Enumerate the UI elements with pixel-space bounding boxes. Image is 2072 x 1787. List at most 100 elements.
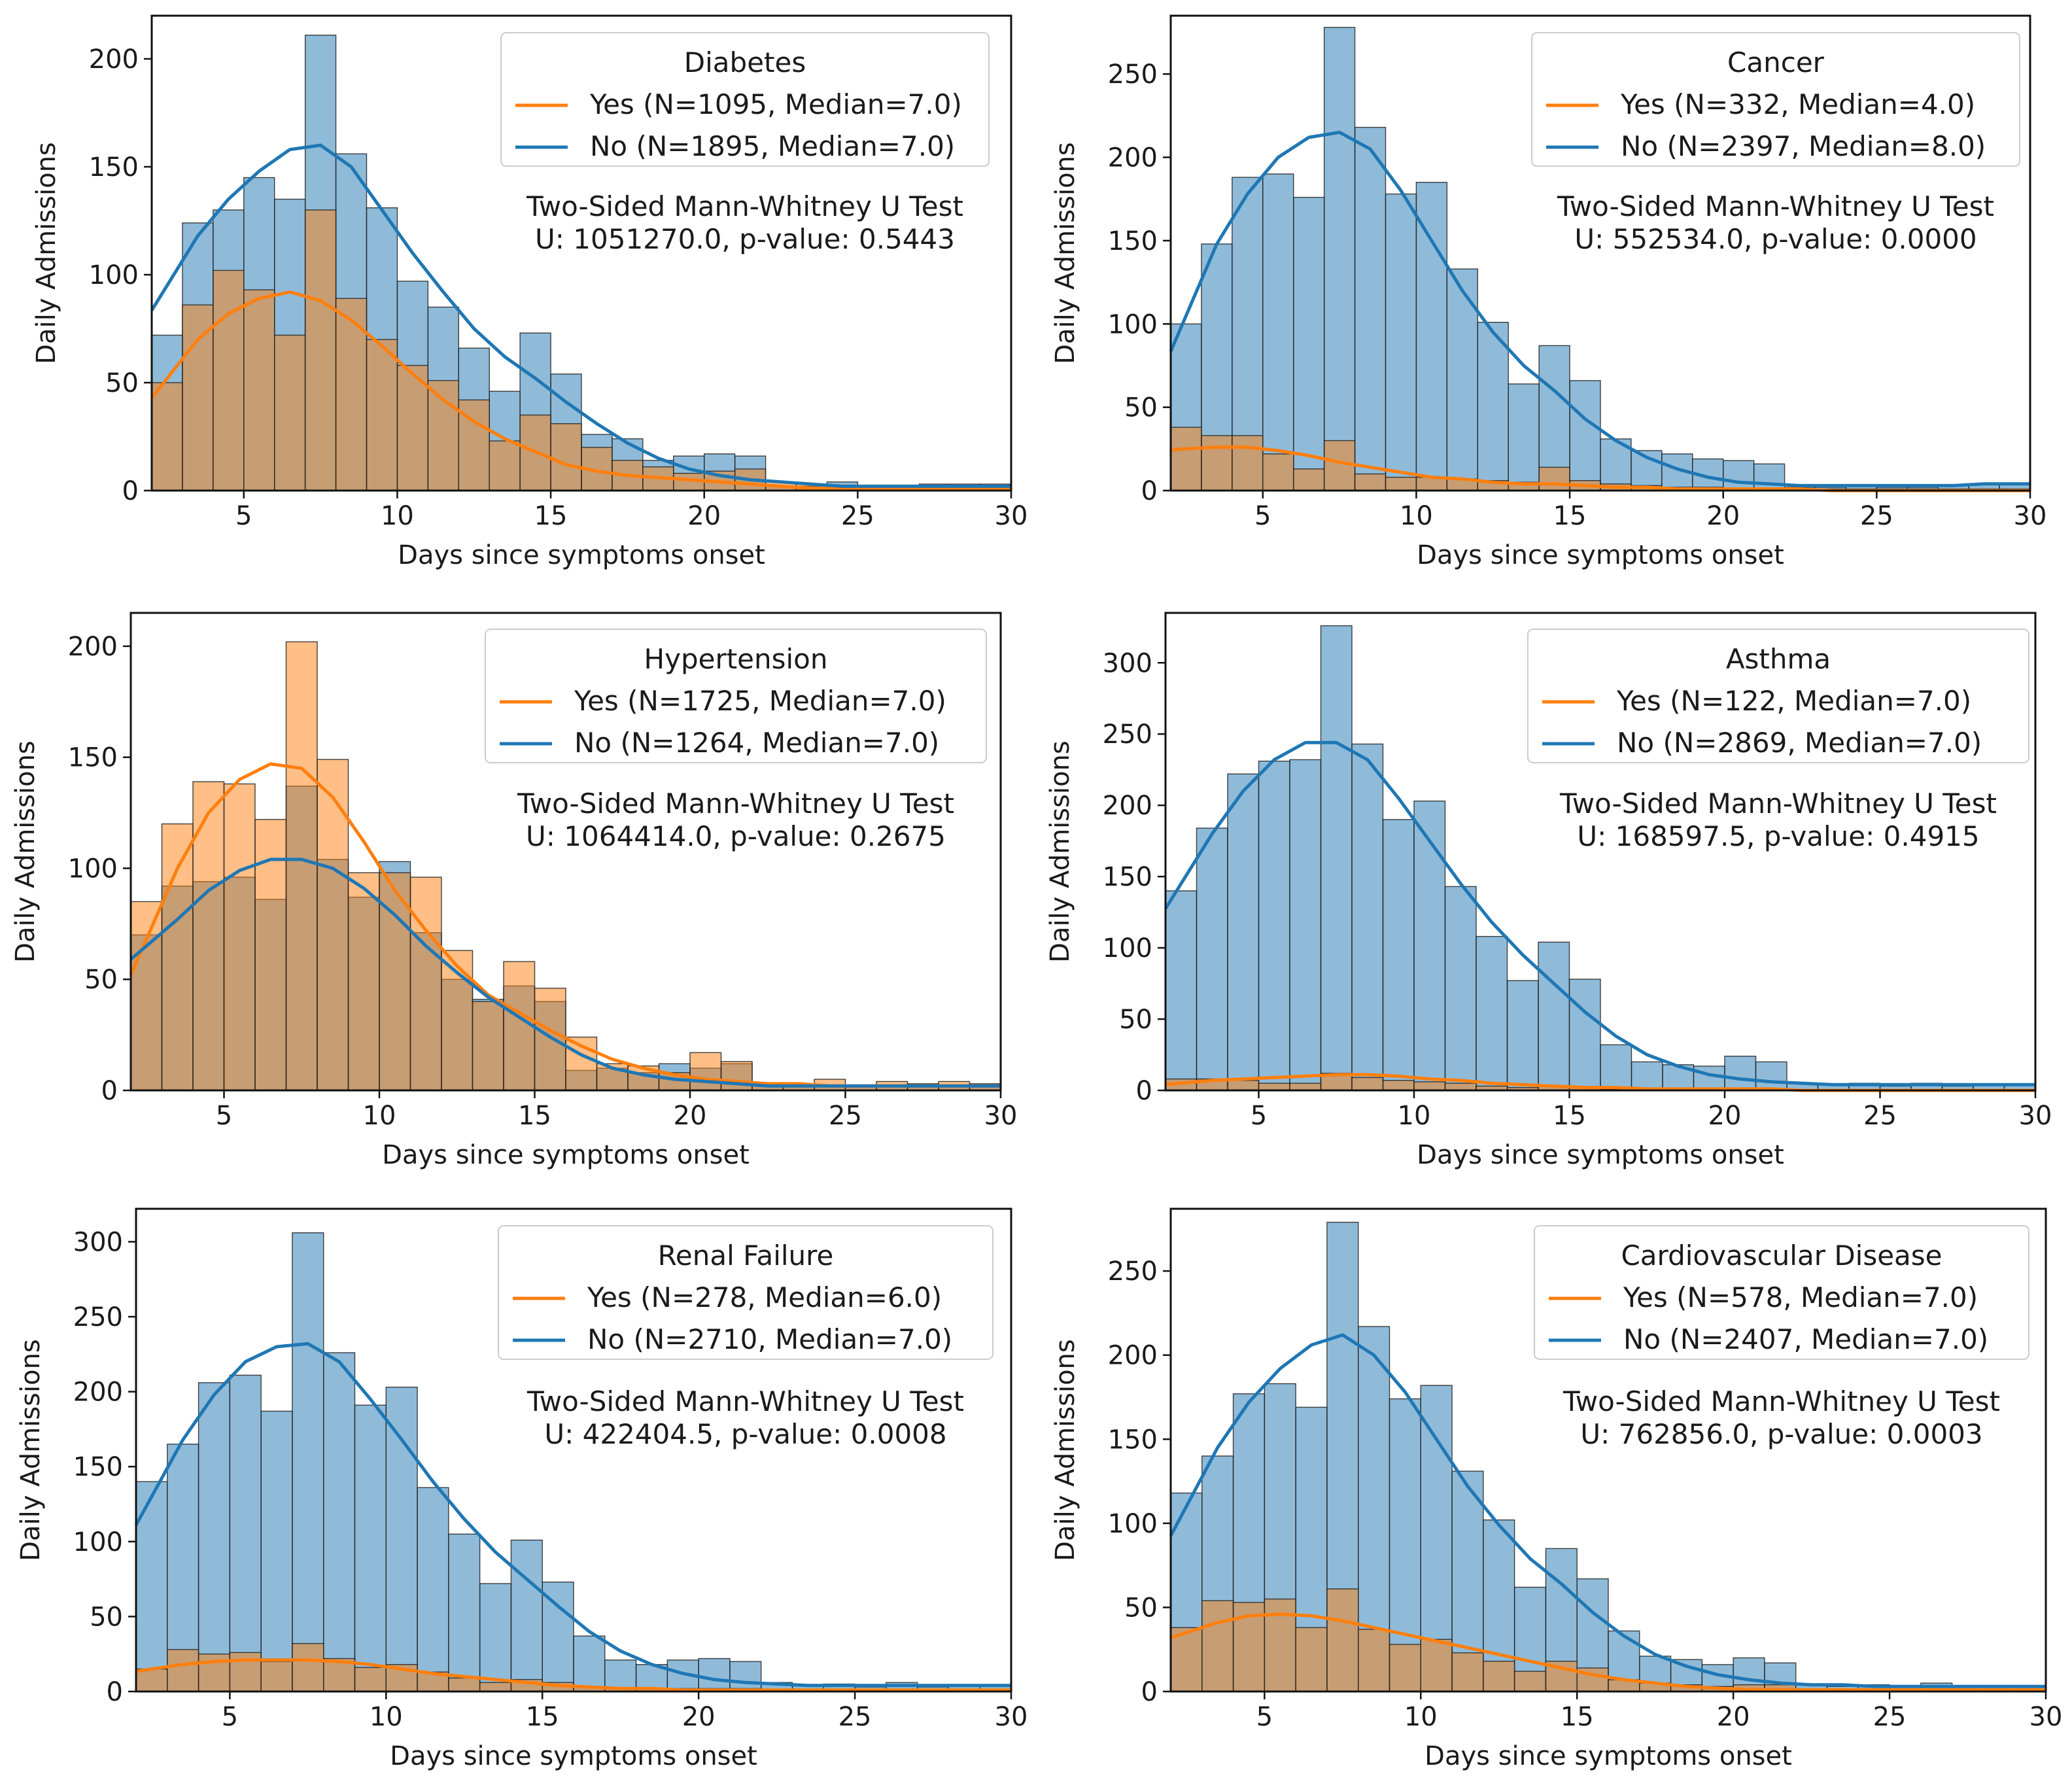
histogram-bar xyxy=(1444,886,1477,1091)
x-tick-label: 25 xyxy=(1873,1702,1907,1732)
histogram-bar xyxy=(1201,435,1233,491)
x-tick-label: 10 xyxy=(363,1101,396,1131)
legend-entry-label: Yes (N=1095, Median=7.0) xyxy=(589,88,962,120)
histogram-bar xyxy=(1413,800,1446,1091)
histogram-bar xyxy=(479,1682,512,1692)
y-tick-label: 50 xyxy=(105,368,139,398)
x-tick-label: 15 xyxy=(1553,1101,1586,1131)
histogram-bar xyxy=(1389,1398,1421,1692)
histogram-bar xyxy=(135,1481,168,1692)
histogram-bar xyxy=(1165,890,1198,1091)
legend-title: Renal Failure xyxy=(658,1240,834,1272)
histogram-bar xyxy=(161,823,194,1091)
test-result: U: 422404.5, p-value: 0.0008 xyxy=(544,1418,946,1450)
y-tick-label: 200 xyxy=(73,1378,123,1408)
histogram-bar xyxy=(304,209,337,491)
y-tick-label: 200 xyxy=(1108,143,1158,173)
histogram-bar xyxy=(1262,173,1294,491)
histogram-bar xyxy=(1446,268,1478,491)
test-result: U: 1051270.0, p-value: 0.5443 xyxy=(535,223,955,255)
legend: Renal Failure Yes (N=278, Median=6.0) No (… xyxy=(498,1225,993,1360)
x-axis-label: Days since symptoms onset xyxy=(1417,540,1784,570)
y-axis-label: Daily Admissions xyxy=(1050,1339,1080,1561)
kde-line xyxy=(1169,130,2030,487)
test-annotation: Two-Sided Mann-Whitney U Test xyxy=(1557,190,1994,222)
histogram-bar xyxy=(385,1387,418,1692)
histogram-bar xyxy=(223,783,256,1091)
histogram-bar xyxy=(347,872,380,1091)
chart-panel: 5 10 15 20 25 30 0 50 100 150 200 Days since sympto… xyxy=(10,612,1017,1170)
histogram-bar xyxy=(1389,1644,1421,1692)
histogram-bar xyxy=(135,1668,168,1692)
histogram-bar xyxy=(503,961,536,1091)
x-tick-label: 10 xyxy=(1404,1702,1438,1732)
x-tick-label: 25 xyxy=(838,1702,872,1732)
histogram-bar xyxy=(1483,1661,1515,1692)
kde-line xyxy=(1164,740,2035,1086)
y-axis-label: Daily Admissions xyxy=(16,1339,46,1561)
legend-box xyxy=(485,629,987,763)
histogram-bar xyxy=(1415,182,1448,491)
y-tick-label: 0 xyxy=(101,1076,118,1106)
y-tick-label: 300 xyxy=(1103,648,1152,678)
y-tick-label: 250 xyxy=(1108,60,1158,90)
x-tick-label: 20 xyxy=(1708,1101,1742,1131)
histogram-bar xyxy=(1723,460,1755,491)
histogram-bar xyxy=(1227,1080,1260,1091)
y-tick-label: 0 xyxy=(122,476,139,506)
test-annotation: Two-Sided Mann-Whitney U Test xyxy=(526,190,963,222)
x-axis-label: Days since symptoms onset xyxy=(1417,1140,1784,1170)
x-tick-label: 15 xyxy=(534,501,568,531)
histogram-bar xyxy=(1382,819,1415,1091)
histogram-bar xyxy=(1354,126,1387,491)
histogram-bar xyxy=(1293,468,1325,491)
test-result: U: 762856.0, p-value: 0.0003 xyxy=(1580,1418,1982,1450)
test-annotation: Two-Sided Mann-Whitney U Test xyxy=(1563,1385,2000,1417)
legend-entry-label: No (N=1895, Median=7.0) xyxy=(590,130,955,162)
y-tick-label: 300 xyxy=(73,1227,123,1257)
histogram-bar xyxy=(1413,1081,1446,1091)
histogram-bar xyxy=(542,1581,574,1692)
histogram-bar xyxy=(409,876,442,1091)
histogram-bar xyxy=(213,269,245,491)
y-tick-label: 100 xyxy=(73,1527,123,1557)
y-tick-label: 0 xyxy=(107,1677,123,1707)
legend-entry-label: Yes (N=1725, Median=7.0) xyxy=(574,685,946,717)
x-tick-label: 30 xyxy=(2029,1702,2063,1732)
x-tick-label: 30 xyxy=(995,1702,1028,1732)
histogram-bar xyxy=(698,1657,731,1692)
legend-box xyxy=(1527,629,2029,763)
legend-box xyxy=(1531,32,2020,167)
histogram-bar xyxy=(323,1352,356,1692)
x-tick-label: 20 xyxy=(687,501,721,531)
y-tick-label: 150 xyxy=(1103,862,1152,892)
kde-line xyxy=(135,1658,1011,1692)
y-tick-label: 0 xyxy=(1141,1677,1158,1707)
histogram-bar xyxy=(317,759,349,1091)
x-tick-label: 15 xyxy=(1561,1702,1594,1732)
histogram-bar xyxy=(1289,1083,1322,1091)
histogram-bar xyxy=(1476,935,1508,1091)
histogram-bar xyxy=(1258,760,1290,1091)
histogram-bar xyxy=(1513,1671,1547,1692)
legend-box xyxy=(1534,1225,2029,1360)
x-tick-label: 30 xyxy=(2019,1101,2052,1131)
histogram-bar xyxy=(1382,1080,1415,1091)
histogram-bar xyxy=(182,304,214,491)
histogram-bar xyxy=(229,1374,262,1692)
histogram-bar xyxy=(274,334,306,491)
histogram-bar xyxy=(479,1583,512,1692)
y-tick-label: 100 xyxy=(68,854,118,884)
y-tick-label: 150 xyxy=(73,1452,123,1482)
y-tick-label: 50 xyxy=(1124,1593,1158,1623)
histogram-bar xyxy=(379,872,411,1091)
legend-entry-label: No (N=2397, Median=8.0) xyxy=(1621,130,1986,162)
legend-entry-label: Yes (N=122, Median=7.0) xyxy=(1616,685,1971,717)
histogram-bar xyxy=(1569,380,1601,491)
histogram-bar xyxy=(292,1232,324,1692)
y-axis-label: Daily Admissions xyxy=(1045,740,1075,963)
test-result: U: 168597.5, p-value: 0.4915 xyxy=(1577,820,1979,852)
legend: Cardiovascular Disease Yes (N=578, Median… xyxy=(1534,1225,2029,1360)
y-axis-label: Daily Admissions xyxy=(1050,142,1080,364)
